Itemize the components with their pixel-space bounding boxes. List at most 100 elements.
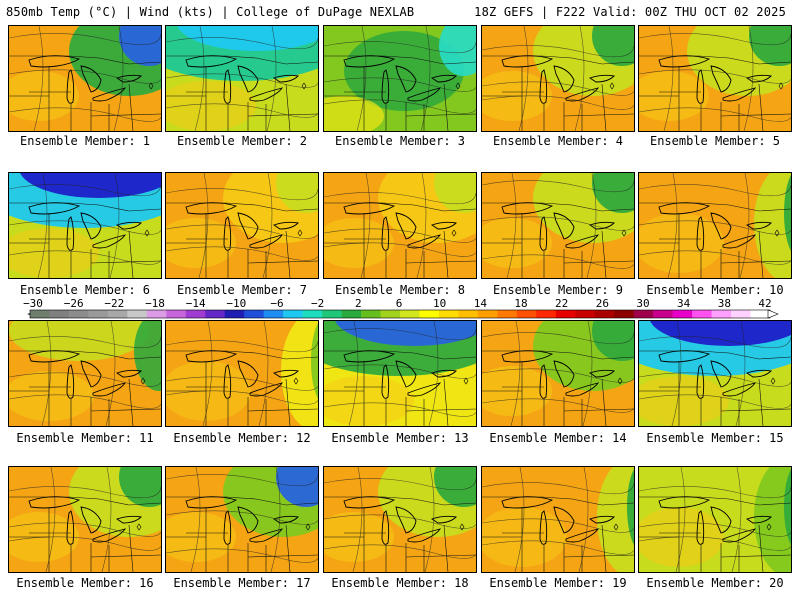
colorbar-swatch xyxy=(692,310,712,318)
ensemble-member-label: Ensemble Member: 4 xyxy=(492,134,624,148)
ensemble-map-panel xyxy=(8,466,162,573)
colorbar-swatch xyxy=(731,310,751,318)
wind-marker xyxy=(148,82,154,90)
great-lakes-outline xyxy=(658,55,772,104)
ensemble-member-label: Ensemble Member: 9 xyxy=(492,283,624,297)
colorbar-tick-label: −6 xyxy=(270,297,283,310)
ensemble-map-panel xyxy=(165,172,319,279)
ensemble-map-panel xyxy=(323,25,477,132)
great-lakes-outline xyxy=(28,55,142,104)
ensemble-map-panel xyxy=(638,172,792,279)
ensemble-map xyxy=(9,26,161,131)
state-borders xyxy=(9,496,161,572)
ensemble-map-panel xyxy=(481,320,635,427)
state-borders xyxy=(324,350,476,426)
colorbar-swatch xyxy=(68,310,89,318)
ensemble-member-label: Ensemble Member: 18 xyxy=(331,576,469,590)
height-contours xyxy=(9,173,161,278)
colorbar-tick-label: −14 xyxy=(186,297,206,310)
state-borders xyxy=(166,350,318,426)
ensemble-map xyxy=(166,467,318,572)
wind-marker xyxy=(617,377,623,385)
ensemble-map-panel xyxy=(323,466,477,573)
colorbar-tick-label: 14 xyxy=(474,297,488,310)
colorbar-swatch xyxy=(380,310,401,318)
state-borders xyxy=(639,202,791,278)
wind-marker xyxy=(144,229,150,237)
ensemble-map xyxy=(324,321,476,426)
colorbar-swatch xyxy=(341,310,362,318)
colorbar-swatch xyxy=(614,310,634,318)
colorbar-swatch xyxy=(516,310,537,318)
wind-marker xyxy=(140,377,146,385)
height-contours xyxy=(9,321,161,426)
wind-marker xyxy=(770,377,776,385)
ensemble-map xyxy=(324,173,476,278)
colorbar-swatch xyxy=(711,310,732,318)
temperature-colorbar: −30 −26 −22 −18 −14 −10 −6 −2 2 6 10 14 18 22 26 30 34 38… xyxy=(23,297,779,319)
wind-marker xyxy=(305,523,311,531)
ensemble-member-label: Ensemble Member: 6 xyxy=(19,283,151,297)
ensemble-map-panel xyxy=(481,172,635,279)
wind-marker xyxy=(766,523,772,531)
ensemble-map-panel xyxy=(323,320,477,427)
ensemble-map xyxy=(166,321,318,426)
ensemble-member-label: Ensemble Member: 1 xyxy=(19,134,151,148)
ensemble-member-label: Ensemble Member: 11 xyxy=(16,431,154,445)
colorbar-swatch xyxy=(166,310,187,318)
ensemble-map-panel xyxy=(481,25,635,132)
height-contours xyxy=(9,467,161,572)
wind-marker xyxy=(774,229,780,237)
colorbar-tick-label: 34 xyxy=(677,297,691,310)
colorbar-tick-label: 26 xyxy=(596,297,609,310)
colorbar-swatch xyxy=(633,310,654,318)
colorbar-swatch xyxy=(322,310,342,318)
height-contours xyxy=(482,467,634,572)
ensemble-member-label: Ensemble Member: 15 xyxy=(646,431,784,445)
ensemble-member-label: Ensemble Member: 14 xyxy=(489,431,627,445)
wind-marker xyxy=(455,82,461,90)
ensemble-member-label: Ensemble Member: 2 xyxy=(176,134,308,148)
ensemble-map-panel xyxy=(8,25,162,132)
colorbar-swatch xyxy=(361,310,381,318)
state-borders xyxy=(639,55,791,131)
colorbar-right-arrow xyxy=(767,309,779,319)
colorbar-tick-label: 38 xyxy=(718,297,731,310)
colorbar-swatch xyxy=(263,310,284,318)
ensemble-map xyxy=(482,173,634,278)
height-contours xyxy=(639,467,791,572)
height-contours xyxy=(639,173,791,278)
ensemble-member-label: Ensemble Member: 7 xyxy=(176,283,308,297)
colorbar-tick-label: 22 xyxy=(555,297,568,310)
ensemble-map-panel xyxy=(165,466,319,573)
height-contours xyxy=(482,26,634,131)
colorbar-swatch xyxy=(575,310,596,318)
wind-marker xyxy=(293,377,299,385)
colorbar-swatch xyxy=(49,310,70,318)
colorbar-tick-label: 10 xyxy=(433,297,446,310)
header-title: 850mb Temp (°C) | Wind (kts) | College o… xyxy=(6,5,415,19)
wind-marker xyxy=(451,229,457,237)
height-contours xyxy=(639,26,791,131)
ensemble-member-label: Ensemble Member: 5 xyxy=(649,134,781,148)
colorbar-swatch xyxy=(536,310,557,318)
state-borders xyxy=(482,202,634,278)
colorbar-swatch xyxy=(653,310,673,318)
state-borders xyxy=(639,496,791,572)
colorbar-tick-label: −22 xyxy=(104,297,124,310)
colorbar-tick-label: 2 xyxy=(355,297,362,310)
colorbar-tick-label: 6 xyxy=(396,297,403,310)
height-contours xyxy=(482,321,634,426)
colorbar-swatch xyxy=(88,310,109,318)
colorbar-tick-label: −26 xyxy=(64,297,84,310)
colorbar-swatch xyxy=(302,310,323,318)
colorbar-swatch xyxy=(146,310,167,318)
height-contours xyxy=(166,467,318,572)
ensemble-map-panel xyxy=(8,320,162,427)
ensemble-map xyxy=(324,26,476,131)
great-lakes-outline xyxy=(343,350,457,399)
wind-marker xyxy=(463,377,469,385)
wind-marker xyxy=(609,82,615,90)
ensemble-map xyxy=(9,467,161,572)
state-borders xyxy=(324,202,476,278)
